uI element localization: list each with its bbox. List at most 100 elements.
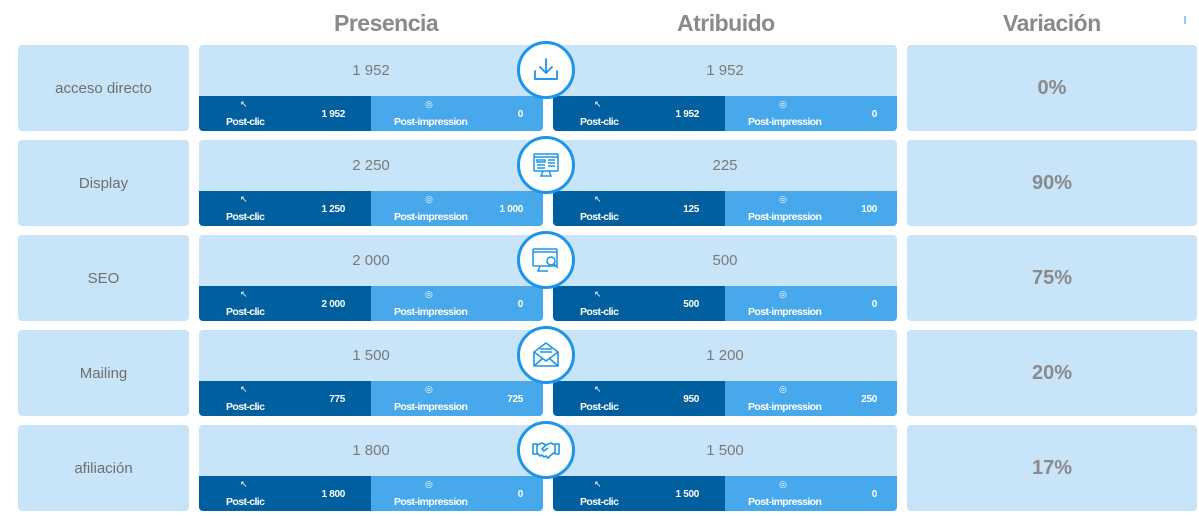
post-clic-value: 1 250 xyxy=(321,204,345,215)
channel-row: acceso directo 1 952 ↖ Post-clic 1 952 ◎ Post-… xyxy=(0,41,1199,136)
atribuido-panel: 1 500 ↖ Post-clic 1 500 ◎ Post-impression 0 xyxy=(553,425,897,511)
cursor-click-icon: ↖ xyxy=(240,289,248,299)
post-clic-label: Post-clic xyxy=(226,496,265,508)
post-clic-segment: ↖ Post-clic 125 xyxy=(553,191,725,226)
post-impression-value: 0 xyxy=(871,299,878,310)
post-clic-label: Post-clic xyxy=(580,116,619,128)
post-clic-label: Post-clic xyxy=(580,401,619,413)
post-impression-label: Post-impression xyxy=(748,496,822,508)
post-impression-segment: ◎ Post-impression 0 xyxy=(725,286,897,321)
impression-target-icon: ◎ xyxy=(779,479,787,489)
atribuido-total: 1 500 xyxy=(706,442,744,459)
post-impression-value: 725 xyxy=(507,394,523,405)
post-clic-value: 950 xyxy=(683,394,699,405)
channel-label: Mailing xyxy=(18,330,189,416)
post-clic-label: Post-clic xyxy=(580,211,619,223)
presencia-breakdown-bar: ↖ Post-clic 1 250 ◎ Post-impression 1 000 xyxy=(199,191,543,226)
header-atribuido: Atribuido xyxy=(677,10,775,36)
presencia-panel: 1 500 ↖ Post-clic 775 ◎ Post-impression 725 xyxy=(199,330,543,416)
atribuido-total: 1 952 xyxy=(706,62,744,79)
post-clic-segment: ↖ Post-clic 1 800 xyxy=(199,476,371,511)
post-impression-value: 100 xyxy=(861,204,877,215)
cursor-click-icon: ↖ xyxy=(594,289,602,299)
presencia-panel: 1 800 ↖ Post-clic 1 800 ◎ Post-impression 0 xyxy=(199,425,543,511)
post-impression-value: 0 xyxy=(871,109,878,120)
download-icon xyxy=(517,41,575,99)
cursor-click-icon: ↖ xyxy=(240,194,248,204)
post-clic-value: 775 xyxy=(329,394,345,405)
channel-label: SEO xyxy=(18,235,189,321)
presencia-panel: 2 250 ↖ Post-clic 1 250 ◎ Post-impression 1 00… xyxy=(199,140,543,226)
post-clic-segment: ↖ Post-clic 1 500 xyxy=(553,476,725,511)
atribuido-breakdown-bar: ↖ Post-clic 1 500 ◎ Post-impression 0 xyxy=(553,476,897,511)
post-impression-label: Post-impression xyxy=(394,211,468,223)
post-clic-segment: ↖ Post-clic 1 952 xyxy=(199,96,371,131)
cursor-click-icon: ↖ xyxy=(240,384,248,394)
post-clic-segment: ↖ Post-clic 775 xyxy=(199,381,371,416)
impression-target-icon: ◎ xyxy=(779,99,787,109)
atribuido-breakdown-bar: ↖ Post-clic 1 952 ◎ Post-impression 0 xyxy=(553,96,897,131)
post-impression-label: Post-impression xyxy=(748,211,822,223)
display-monitor-icon xyxy=(517,136,575,194)
header-presencia: Presencia xyxy=(334,10,439,36)
impression-target-icon: ◎ xyxy=(779,289,787,299)
handshake-icon xyxy=(517,421,575,479)
presencia-total: 1 500 xyxy=(352,347,390,364)
channel-row: SEO 2 000 ↖ Post-clic 2 000 ◎ Post-impression 0… xyxy=(0,231,1199,326)
cursor-click-icon: ↖ xyxy=(594,99,602,109)
presencia-total: 1 952 xyxy=(352,62,390,79)
post-impression-value: 1 000 xyxy=(499,204,523,215)
channel-label: afiliación xyxy=(18,425,189,511)
atribuido-total: 1 200 xyxy=(706,347,744,364)
presencia-breakdown-bar: ↖ Post-clic 775 ◎ Post-impression 725 xyxy=(199,381,543,416)
atribuido-total: 225 xyxy=(712,157,738,174)
post-impression-value: 0 xyxy=(871,489,878,500)
post-clic-label: Post-clic xyxy=(226,306,265,318)
post-impression-value: 0 xyxy=(517,299,524,310)
atribuido-breakdown-bar: ↖ Post-clic 500 ◎ Post-impression 0 xyxy=(553,286,897,321)
post-clic-segment: ↖ Post-clic 2 000 xyxy=(199,286,371,321)
post-impression-segment: ◎ Post-impression 250 xyxy=(725,381,897,416)
post-impression-segment: ◎ Post-impression 0 xyxy=(371,96,543,131)
atribuido-panel: 1 952 ↖ Post-clic 1 952 ◎ Post-impression 0 xyxy=(553,45,897,131)
post-impression-label: Post-impression xyxy=(748,306,822,318)
post-clic-label: Post-clic xyxy=(226,116,265,128)
atribuido-panel: 500 ↖ Post-clic 500 ◎ Post-impression 0 xyxy=(553,235,897,321)
post-clic-label: Post-clic xyxy=(580,306,619,318)
atribuido-panel: 1 200 ↖ Post-clic 950 ◎ Post-impression 250 xyxy=(553,330,897,416)
post-impression-segment: ◎ Post-impression 100 xyxy=(725,191,897,226)
presencia-total: 2 250 xyxy=(352,157,390,174)
channel-row: Mailing 1 500 ↖ Post-clic 775 ◎ Post-impressio… xyxy=(0,326,1199,421)
post-impression-label: Post-impression xyxy=(394,116,468,128)
presencia-breakdown-bar: ↖ Post-clic 1 952 ◎ Post-impression 0 xyxy=(199,96,543,131)
presencia-total: 1 800 xyxy=(352,442,390,459)
post-clic-segment: ↖ Post-clic 950 xyxy=(553,381,725,416)
cursor-click-icon: ↖ xyxy=(240,99,248,109)
impression-target-icon: ◎ xyxy=(425,99,433,109)
post-clic-value: 500 xyxy=(683,299,699,310)
post-impression-segment: ◎ Post-impression 0 xyxy=(371,286,543,321)
post-impression-segment: ◎ Post-impression 725 xyxy=(371,381,543,416)
post-clic-segment: ↖ Post-clic 500 xyxy=(553,286,725,321)
envelope-icon xyxy=(517,326,575,384)
impression-target-icon: ◎ xyxy=(425,289,433,299)
post-impression-value: 250 xyxy=(861,394,877,405)
post-impression-label: Post-impression xyxy=(748,401,822,413)
post-clic-value: 125 xyxy=(683,204,699,215)
channel-label: acceso directo xyxy=(18,45,189,131)
impression-target-icon: ◎ xyxy=(425,194,433,204)
impression-target-icon: ◎ xyxy=(779,194,787,204)
post-impression-segment: ◎ Post-impression 1 000 xyxy=(371,191,543,226)
post-impression-label: Post-impression xyxy=(748,116,822,128)
post-clic-segment: ↖ Post-clic 1 250 xyxy=(199,191,371,226)
channel-label: Display xyxy=(18,140,189,226)
search-monitor-icon xyxy=(517,231,575,289)
post-impression-segment: ◎ Post-impression 0 xyxy=(725,96,897,131)
post-clic-value: 1 800 xyxy=(321,489,345,500)
variation-value: 0% xyxy=(907,45,1197,131)
presencia-panel: 1 952 ↖ Post-clic 1 952 ◎ Post-impression 0 xyxy=(199,45,543,131)
post-clic-value: 1 500 xyxy=(675,489,699,500)
channel-row: afiliación 1 800 ↖ Post-clic 1 800 ◎ Post-impr… xyxy=(0,421,1199,516)
post-clic-segment: ↖ Post-clic 1 952 xyxy=(553,96,725,131)
impression-target-icon: ◎ xyxy=(425,384,433,394)
